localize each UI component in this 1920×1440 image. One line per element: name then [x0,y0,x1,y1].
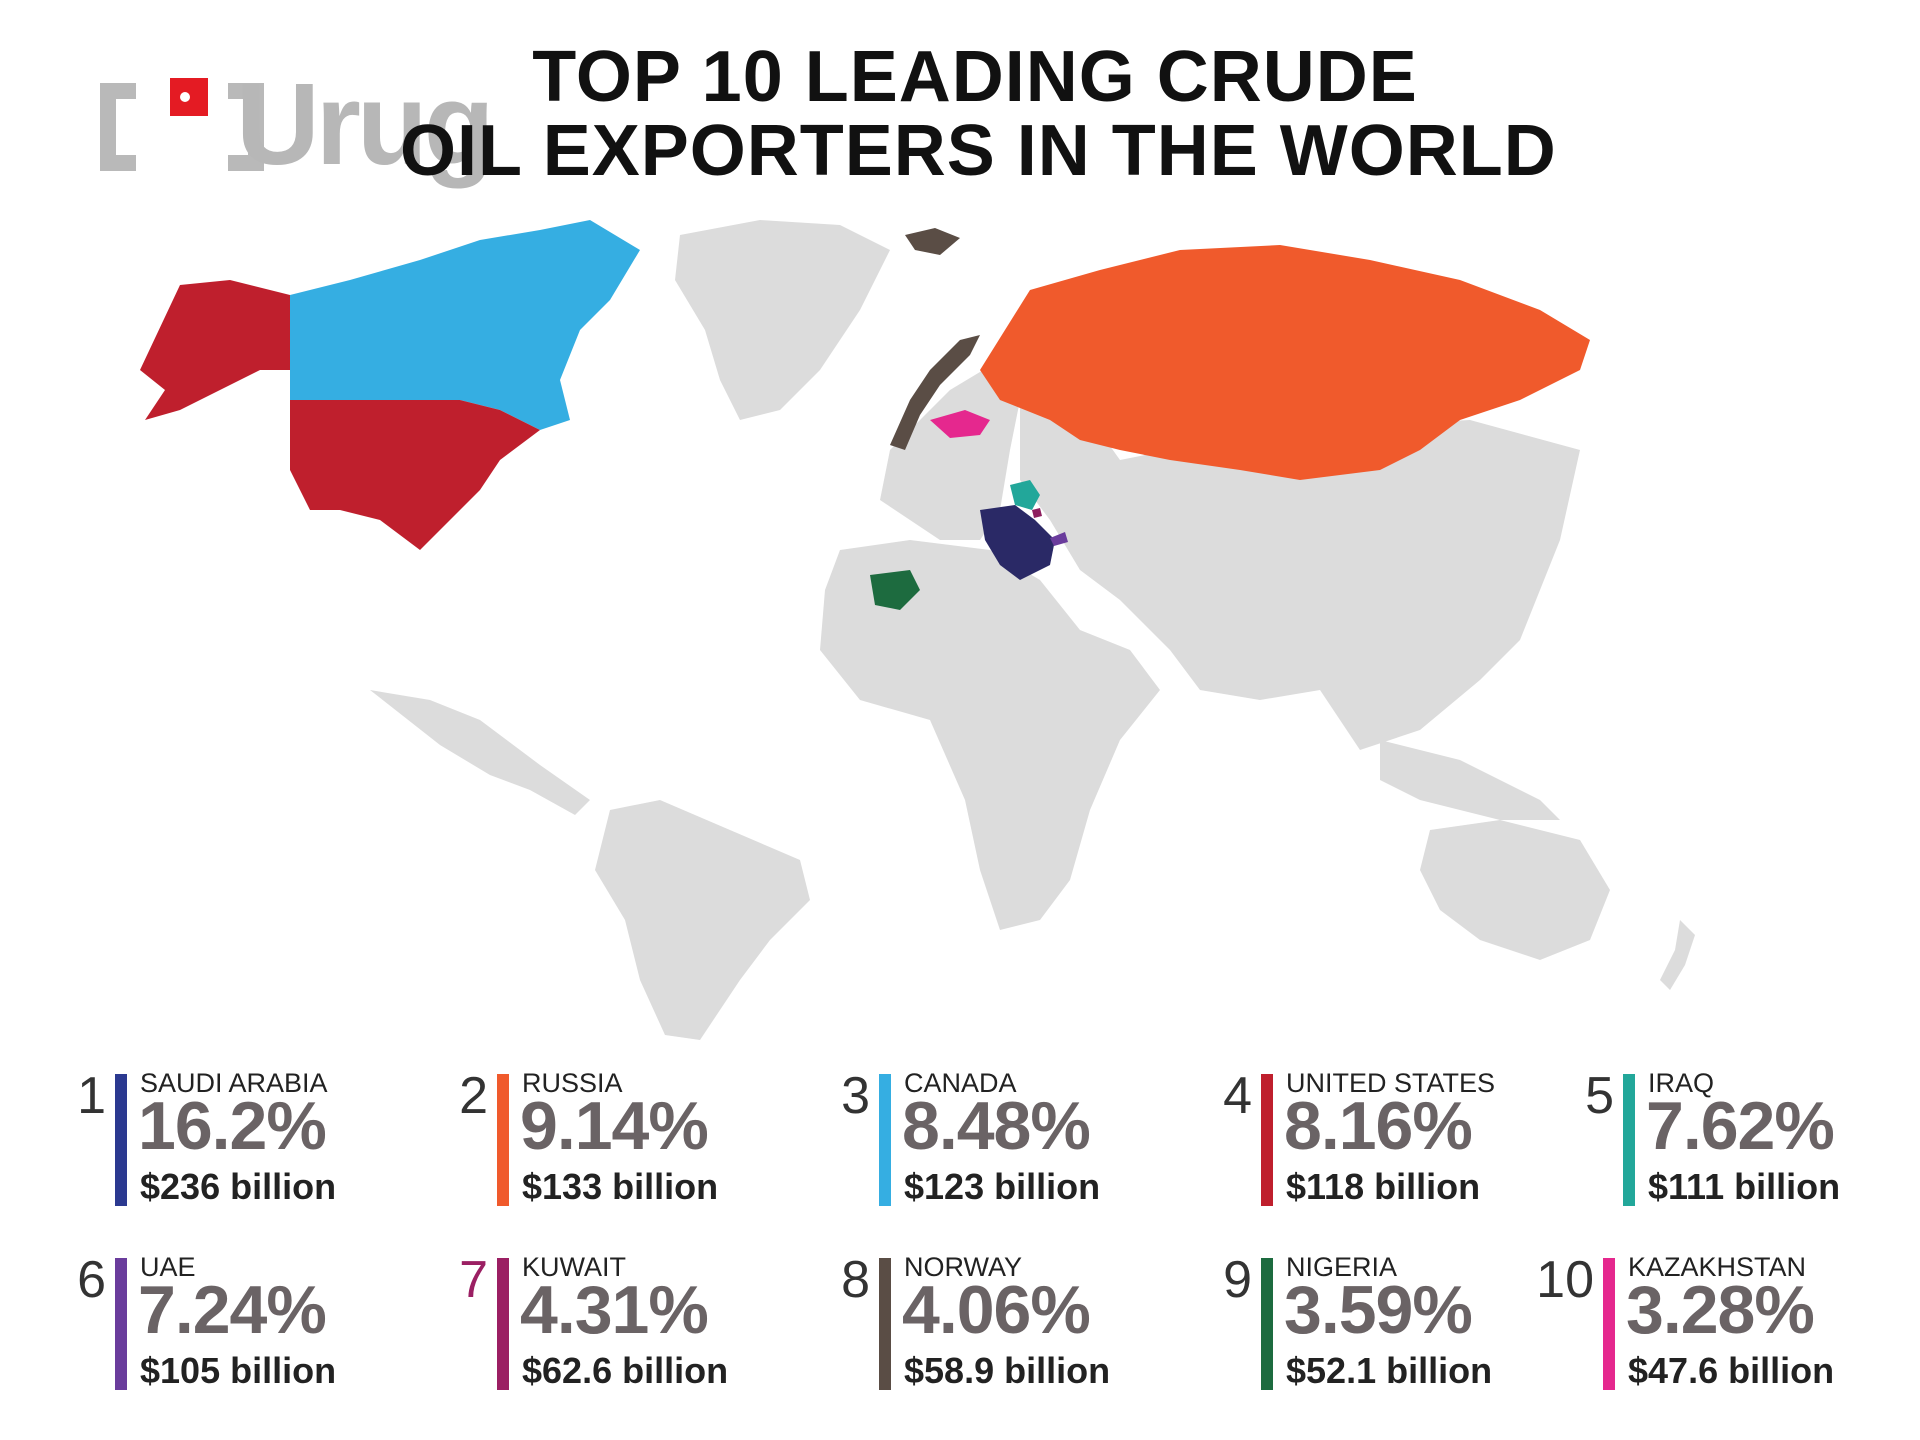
rank-card: 9 NIGERIA 3.59% $52.1 billion [1204,1251,1544,1392]
rank-value: $133 billion [522,1166,719,1207]
country-iraq [1010,480,1040,510]
rank-card: 8 NORWAY 4.06% $58.9 billion [822,1251,1162,1392]
country-kuwait [1032,508,1042,518]
rank-number: 2 [459,1067,488,1125]
rank-card: 10 KAZAKHSTAN 3.28% $47.6 billion [1536,1251,1886,1392]
country-norway-svalbard [905,228,960,255]
country-saudi-arabia [980,505,1055,580]
rank-percent: 3.28% [1626,1272,1815,1348]
rank-color-bar [497,1258,509,1390]
rank-country: UAE [140,1252,196,1282]
country-united-states [290,400,540,550]
country-uae [1050,532,1068,546]
rank-number: 10 [1536,1251,1594,1309]
logo-text: Urug [236,59,495,189]
world-map [140,220,1695,1040]
rank-number: 7 [459,1251,488,1309]
rank-number: 3 [841,1067,870,1125]
rank-percent: 8.48% [902,1088,1091,1164]
title-line-2: OIL EXPORTERS IN THE WORLD [400,111,1557,191]
rank-percent: 9.14% [520,1088,709,1164]
land-southeast-asia [1380,740,1560,820]
rank-color-bar [1603,1258,1615,1390]
page-title: TOP 10 LEADING CRUDE OIL EXPORTERS IN TH… [400,37,1557,191]
land-africa [820,540,1160,930]
rank-country: SAUDI ARABIA [140,1068,328,1098]
rank-value: $58.9 billion [904,1350,1111,1391]
rank-percent: 7.62% [1646,1088,1835,1164]
rank-value: $47.6 billion [1628,1350,1835,1391]
rank-card: 4 UNITED STATES 8.16% $118 billion [1204,1067,1544,1208]
rank-value: $62.6 billion [522,1350,729,1391]
rank-value: $52.1 billion [1286,1350,1493,1391]
rank-percent: 7.24% [138,1272,327,1348]
rank-color-bar [879,1074,891,1206]
rank-value: $236 billion [140,1166,337,1207]
rank-card: 5 IRAQ 7.62% $111 billion [1566,1067,1906,1208]
rank-color-bar [1261,1074,1273,1206]
rank-number: 6 [77,1251,106,1309]
country-nigeria [870,570,920,610]
country-alaska [140,280,295,420]
rank-country: UNITED STATES [1286,1068,1496,1098]
logo-red-square [170,78,208,116]
rank-value: $123 billion [904,1166,1101,1207]
rank-card: 7 KUWAIT 4.31% $62.6 billion [440,1251,780,1392]
rank-card: 2 RUSSIA 9.14% $133 billion [440,1067,780,1208]
country-kazakhstan [930,410,990,438]
rank-card: 6 UAE 7.24% $105 billion [58,1251,398,1392]
rank-percent: 4.06% [902,1272,1091,1348]
logo-right-bracket [228,83,264,171]
land-central-america [370,690,590,815]
rank-color-bar [497,1074,509,1206]
land-asia [1020,390,1580,750]
land-south-america [595,800,810,1040]
rank-percent: 3.59% [1284,1272,1473,1348]
country-norway [890,335,980,450]
land-australia [1420,820,1610,960]
logo-left-bracket [100,83,136,171]
rank-color-bar [1261,1258,1273,1390]
rank-percent: 8.16% [1284,1088,1473,1164]
rank-color-bar [1623,1074,1635,1206]
rank-number: 1 [77,1067,106,1125]
rank-value: $105 billion [140,1350,337,1391]
rank-country: KAZAKHSTAN [1628,1252,1807,1282]
country-russia [980,245,1590,480]
rank-country: IRAQ [1648,1068,1715,1098]
rank-percent: 4.31% [520,1272,709,1348]
rank-number: 9 [1223,1251,1252,1309]
country-canada [290,220,640,430]
rank-country: NIGERIA [1286,1252,1398,1282]
title-line-1: TOP 10 LEADING CRUDE [532,37,1418,117]
rank-color-bar [115,1258,127,1390]
rank-number: 5 [1585,1067,1614,1125]
land-new-zealand [1660,920,1695,990]
rank-value: $111 billion [1648,1166,1841,1207]
rank-color-bar [115,1074,127,1206]
rank-percent: 16.2% [138,1088,327,1164]
rank-country: NORWAY [904,1252,1023,1282]
rank-country: CANADA [904,1068,1017,1098]
rank-country: KUWAIT [522,1252,626,1282]
rank-number: 4 [1223,1067,1252,1125]
brand-logo: Urug [100,66,495,208]
land-greenland [675,220,890,420]
rank-color-bar [879,1258,891,1390]
rank-country: RUSSIA [522,1068,623,1098]
rank-card: 1 SAUDI ARABIA 16.2% $236 billion [58,1067,398,1208]
rank-card: 3 CANADA 8.48% $123 billion [822,1067,1162,1208]
rank-value: $118 billion [1286,1166,1481,1207]
rank-number: 8 [841,1251,870,1309]
